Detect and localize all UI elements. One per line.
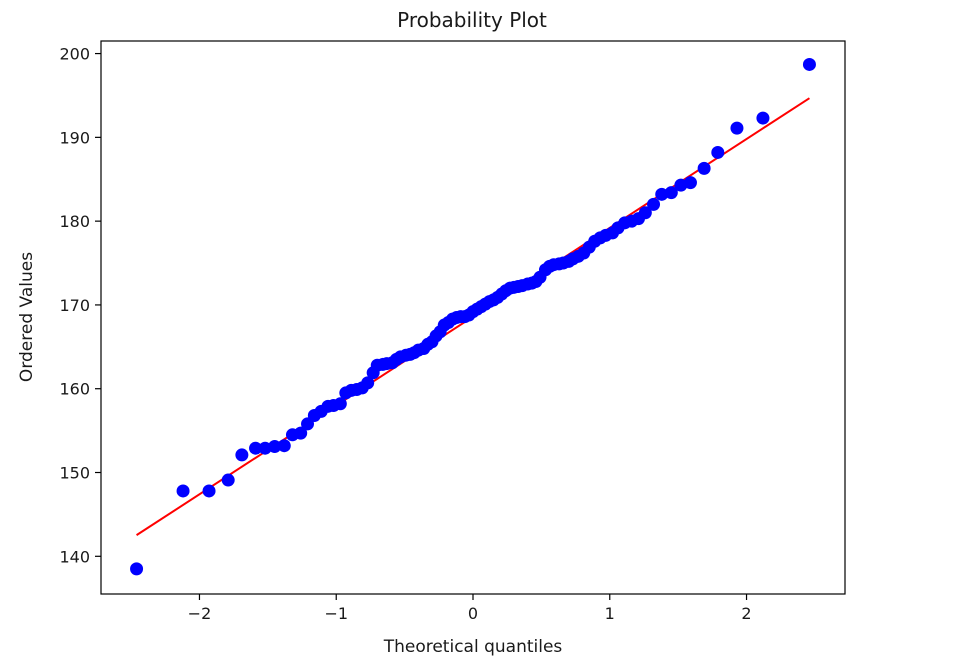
data-point — [249, 441, 263, 455]
data-point — [130, 562, 144, 576]
data-point — [802, 57, 816, 71]
x-axis-label: Theoretical quantiles — [383, 637, 563, 657]
y-tick-label: 140 — [59, 547, 90, 566]
data-point — [655, 187, 669, 201]
x-axis-ticks: −2 −1 0 1 2 — [188, 594, 752, 623]
data-point — [730, 121, 744, 135]
data-point — [638, 206, 652, 220]
data-point — [683, 176, 697, 190]
data-point — [176, 484, 190, 498]
data-point — [756, 111, 770, 125]
x-tick-label: 1 — [605, 604, 615, 623]
y-tick-label: 170 — [59, 296, 90, 315]
data-point — [235, 448, 249, 462]
y-tick-label: 160 — [59, 380, 90, 399]
y-axis-label: Ordered Values — [17, 252, 37, 382]
data-point — [647, 197, 661, 211]
data-point — [202, 484, 216, 498]
chart-title: Probability Plot — [397, 8, 547, 32]
y-axis-ticks: 140 150 160 170 180 190 200 — [59, 45, 101, 566]
data-points-group — [130, 57, 816, 576]
y-tick-label: 180 — [59, 212, 90, 231]
data-point — [664, 186, 678, 200]
data-point — [268, 440, 282, 454]
x-tick-label: −1 — [324, 604, 348, 623]
y-tick-label: 150 — [59, 464, 90, 483]
x-tick-label: 2 — [741, 604, 751, 623]
data-point — [711, 145, 725, 159]
data-point — [697, 161, 711, 175]
data-point — [294, 426, 308, 440]
data-point — [361, 376, 375, 390]
y-tick-label: 190 — [59, 128, 90, 147]
data-point — [277, 439, 291, 453]
y-tick-label: 200 — [59, 45, 90, 64]
data-point — [221, 473, 235, 487]
x-tick-label: 0 — [468, 604, 478, 623]
data-point — [333, 397, 347, 411]
data-point — [258, 441, 272, 455]
x-tick-label: −2 — [188, 604, 212, 623]
